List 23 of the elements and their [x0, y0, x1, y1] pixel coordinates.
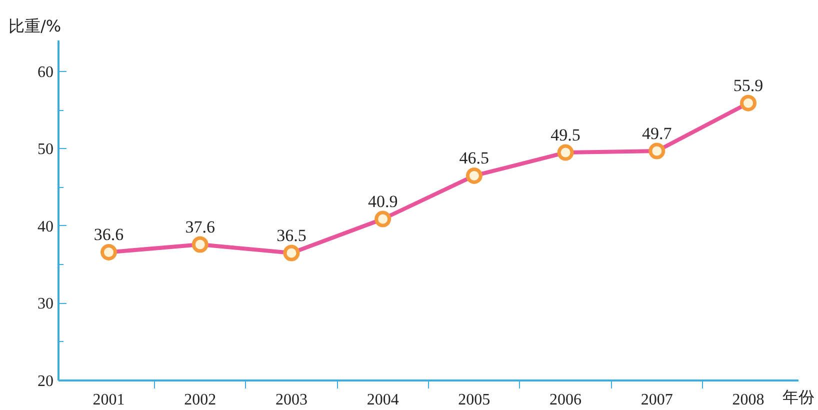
x-tick-label: 2003	[275, 392, 308, 408]
y-tick-label: 60	[38, 64, 54, 81]
data-label: 55.9	[733, 76, 764, 96]
y-tick-label: 30	[38, 296, 54, 313]
x-axis-title: 年份	[782, 388, 814, 406]
data-label: 49.7	[642, 124, 672, 143]
y-tick-label: 50	[38, 141, 54, 158]
data-label: 37.6	[185, 218, 215, 236]
data-label: 36.5	[276, 226, 306, 245]
data-label: 40.9	[368, 192, 398, 211]
x-tick-label: 2007	[640, 392, 673, 408]
y-tick-label: 20	[38, 373, 54, 390]
x-tick-label: 2002	[184, 392, 216, 408]
data-label: 49.5	[550, 126, 580, 145]
x-tick-label: 2006	[550, 392, 582, 408]
x-tick-label: 2005	[458, 392, 490, 408]
y-tick-label: 40	[38, 218, 54, 236]
x-tick-label: 2001	[92, 392, 125, 408]
x-tick-label: 2008	[732, 392, 764, 408]
data-label: 36.6	[94, 225, 124, 244]
x-tick-label: 2004	[366, 392, 399, 408]
y-axis-title: 比重/%	[8, 16, 62, 36]
data-label: 46.5	[459, 148, 490, 168]
